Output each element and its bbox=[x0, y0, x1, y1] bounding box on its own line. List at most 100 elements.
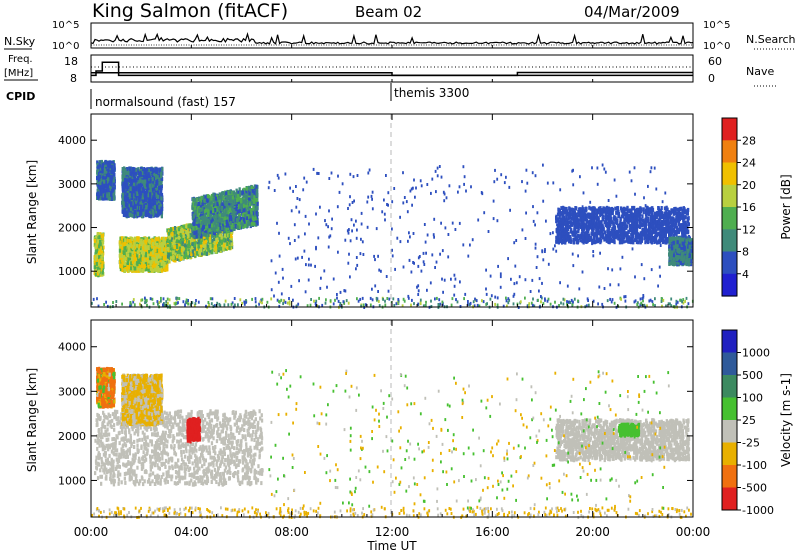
heatmap-cell bbox=[173, 256, 175, 260]
heatmap-cell bbox=[123, 246, 125, 250]
heatmap-cell bbox=[155, 259, 157, 263]
heatmap-cell bbox=[176, 245, 178, 249]
nsky-tick-low: 10^0 bbox=[52, 41, 79, 52]
heatmap-cell bbox=[193, 219, 195, 223]
heatmap-cell bbox=[168, 232, 170, 236]
heatmap-cell bbox=[98, 270, 100, 274]
heatmap-cell bbox=[152, 269, 154, 273]
heatmap-cell bbox=[163, 237, 165, 241]
heatmap-cell bbox=[131, 237, 133, 241]
heatmap-cell bbox=[154, 248, 156, 252]
heatmap-cell bbox=[232, 203, 234, 207]
heatmap-cell bbox=[171, 232, 173, 236]
heatmap-cell bbox=[208, 224, 210, 228]
heatmap-cell bbox=[129, 253, 131, 257]
heatmap-cell bbox=[179, 247, 181, 251]
heatmap-cell bbox=[252, 206, 254, 210]
nsearch-tick-high: 10^5 bbox=[703, 20, 730, 31]
heatmap-cell bbox=[206, 252, 208, 256]
heatmap-cell bbox=[172, 250, 174, 254]
heatmap-cell bbox=[198, 250, 200, 254]
heatmap-cell bbox=[102, 241, 104, 245]
heatmap-cell bbox=[229, 208, 231, 212]
heatmap-cell bbox=[175, 230, 177, 234]
heatmap-cell bbox=[140, 258, 142, 262]
heatmap-cell bbox=[157, 261, 159, 265]
heatmap-cell bbox=[205, 240, 207, 244]
heatmap-cell bbox=[215, 197, 217, 201]
heatmap-cell bbox=[200, 196, 202, 200]
heatmap-cell bbox=[207, 213, 209, 217]
heatmap-cell bbox=[149, 240, 151, 244]
heatmap-cell bbox=[204, 209, 206, 213]
heatmap-cell bbox=[121, 268, 123, 272]
heatmap-cell bbox=[144, 240, 146, 244]
heatmap-cell bbox=[127, 257, 129, 261]
heatmap-cell bbox=[243, 208, 245, 212]
heatmap-cell bbox=[256, 211, 258, 215]
heatmap-cell bbox=[217, 246, 219, 250]
nsearch-tick-low: 10^0 bbox=[703, 41, 730, 52]
freq-strip: Freq. [MHz] 18 8 60 0 Nave bbox=[4, 54, 778, 86]
heatmap-cell bbox=[220, 192, 222, 196]
heatmap-cell bbox=[178, 236, 180, 240]
heatmap-cell bbox=[232, 196, 234, 200]
heatmap-cell bbox=[256, 193, 258, 197]
heatmap-cell bbox=[224, 209, 226, 213]
heatmap-cell bbox=[239, 209, 241, 213]
heatmap-cell bbox=[242, 190, 244, 194]
heatmap-cell bbox=[220, 247, 222, 251]
heatmap-cell bbox=[237, 194, 239, 198]
heatmap-cell bbox=[150, 267, 152, 271]
heatmap-cell bbox=[219, 200, 221, 204]
heatmap-cell bbox=[161, 262, 163, 266]
freq-tick-high: 18 bbox=[64, 55, 78, 68]
heatmap-cell bbox=[185, 253, 187, 257]
heatmap-cell bbox=[161, 269, 163, 273]
heatmap-cell bbox=[201, 216, 203, 220]
heatmap-cell bbox=[204, 251, 206, 255]
heatmap-cell bbox=[191, 242, 193, 246]
heatmap-cell bbox=[200, 245, 202, 249]
heatmap-cell bbox=[134, 237, 136, 241]
heatmap-cell bbox=[221, 226, 223, 230]
heatmap-cell bbox=[182, 248, 184, 252]
heatmap-cell bbox=[214, 228, 216, 232]
heatmap-cell bbox=[178, 255, 180, 259]
heatmap-cell bbox=[214, 208, 216, 212]
heatmap-cell bbox=[161, 248, 163, 252]
heatmap-cell bbox=[140, 239, 142, 243]
heatmap-cell bbox=[238, 216, 240, 220]
heatmap-cell bbox=[256, 198, 258, 202]
heatmap-cell bbox=[164, 267, 166, 271]
heatmap-cell bbox=[181, 228, 183, 232]
heatmap-cell bbox=[169, 240, 171, 244]
heatmap-cell bbox=[211, 223, 213, 227]
heatmap-cell bbox=[188, 240, 190, 244]
heatmap-cell bbox=[187, 232, 189, 236]
heatmap-cell bbox=[209, 215, 211, 219]
heatmap-cell bbox=[95, 257, 97, 261]
heatmap-cell bbox=[209, 236, 211, 240]
heatmap-cell bbox=[247, 207, 249, 211]
heatmap-cell bbox=[221, 235, 223, 239]
heatmap-cell bbox=[198, 224, 200, 228]
cpid-label: CPID bbox=[6, 90, 35, 103]
heatmap-cell bbox=[163, 247, 165, 251]
heatmap-cell bbox=[129, 243, 131, 247]
heatmap-cell bbox=[147, 254, 149, 258]
heatmap-cell bbox=[156, 265, 158, 269]
heatmap-cell bbox=[228, 246, 230, 250]
heatmap-cell bbox=[153, 264, 155, 268]
heatmap-cell bbox=[214, 245, 216, 249]
heatmap-cell bbox=[174, 226, 176, 230]
heatmap-cell bbox=[245, 196, 247, 200]
heatmap-cell bbox=[233, 191, 235, 195]
heatmap-cell bbox=[196, 234, 198, 238]
heatmap-cell bbox=[124, 269, 126, 273]
heatmap-cell bbox=[198, 230, 200, 234]
heatmap-cell bbox=[226, 222, 228, 226]
heatmap-cell bbox=[169, 236, 171, 240]
